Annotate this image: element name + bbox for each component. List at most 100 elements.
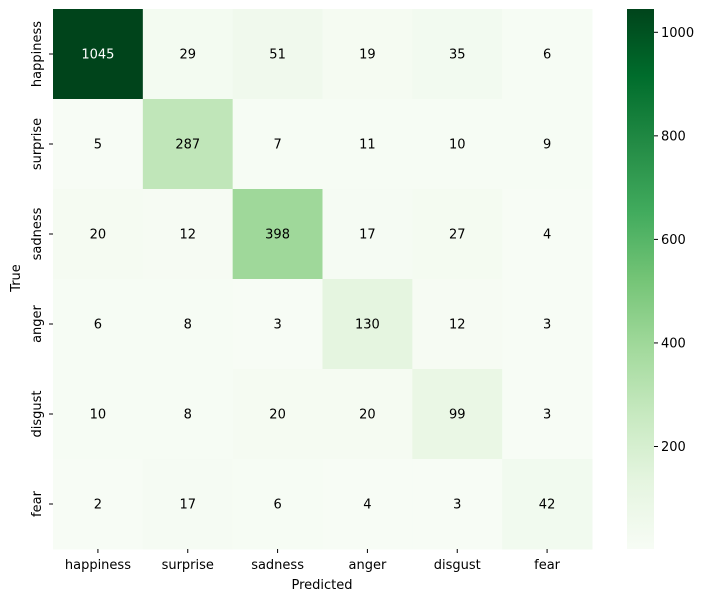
cell-value-label: 3 xyxy=(543,408,551,423)
heatmap-cell xyxy=(502,459,593,550)
colorbar-tick-label: 600 xyxy=(661,233,686,248)
cell-value-label: 20 xyxy=(359,408,376,423)
heatmap-cell xyxy=(412,459,503,550)
heatmap-cell xyxy=(322,279,413,370)
cell-value-label: 11 xyxy=(359,138,376,153)
heatmap-cell xyxy=(232,459,323,550)
heatmap-cell xyxy=(142,189,234,280)
cell-value-label: 2 xyxy=(94,498,102,513)
y-tick-label: disgust xyxy=(30,391,45,438)
heatmap-cell xyxy=(232,99,323,190)
cell-value-label: 17 xyxy=(179,498,196,513)
x-tick-label: surprise xyxy=(162,558,214,573)
heatmap-cell xyxy=(322,459,413,550)
heatmap-cell xyxy=(53,9,144,100)
cell-value-label: 1045 xyxy=(81,48,114,63)
heatmap-cells xyxy=(53,9,593,550)
heatmap-cell xyxy=(322,99,413,190)
heatmap-cell xyxy=(412,9,503,100)
y-tick-label: surprise xyxy=(30,118,45,170)
heatmap-cell xyxy=(53,189,144,280)
colorbar-tick-label: 1000 xyxy=(661,26,694,41)
cell-value-label: 51 xyxy=(269,48,286,63)
x-axis-title: Predicted xyxy=(291,578,352,593)
heatmap-cell xyxy=(53,99,144,190)
heatmap-cell xyxy=(322,189,413,280)
cell-value-label: 6 xyxy=(94,318,102,333)
heatmap-cell xyxy=(232,369,323,460)
colorbar-gradient xyxy=(627,9,654,549)
cell-value-label: 4 xyxy=(363,498,371,513)
y-tick-label: anger xyxy=(30,304,45,342)
heatmap-cell xyxy=(142,459,234,550)
cell-value-label: 9 xyxy=(543,138,551,153)
y-axis: happiness surprise sadness anger disgust fear xyxy=(30,21,53,517)
heatmap-cell xyxy=(502,279,593,370)
heatmap-cell xyxy=(502,369,593,460)
heatmap-cell xyxy=(232,9,323,100)
heatmap-cell xyxy=(502,189,593,280)
x-tick-label: sadness xyxy=(251,558,304,573)
cell-value-label: 8 xyxy=(184,408,192,423)
heatmap-cell xyxy=(502,9,593,100)
cell-value-label: 20 xyxy=(269,408,286,423)
cell-value-label: 27 xyxy=(449,228,466,243)
cell-value-label: 12 xyxy=(179,228,196,243)
colorbar: 200 400 600 800 1000 xyxy=(627,9,694,549)
heatmap-cell xyxy=(142,369,234,460)
cell-value-label: 7 xyxy=(273,138,281,153)
cell-value-label: 20 xyxy=(90,228,107,243)
heatmap-cell xyxy=(322,9,413,100)
heatmap-cell xyxy=(502,99,593,190)
cell-value-label: 99 xyxy=(449,408,466,423)
cell-value-label: 12 xyxy=(449,318,466,333)
y-tick-label: happiness xyxy=(30,21,45,87)
cell-value-label: 6 xyxy=(543,48,551,63)
heatmap-cell xyxy=(53,369,144,460)
cell-value-label: 3 xyxy=(273,318,281,333)
cell-value-label: 287 xyxy=(175,138,200,153)
cell-value-label: 29 xyxy=(179,48,196,63)
heatmap-cell xyxy=(232,189,323,280)
heatmap-cell xyxy=(412,189,503,280)
heatmap-cell xyxy=(142,9,234,100)
x-tick-label: disgust xyxy=(434,558,481,573)
cell-value-label: 4 xyxy=(543,228,551,243)
y-tick-label: fear xyxy=(30,490,45,517)
colorbar-tick-label: 400 xyxy=(661,336,686,351)
cell-value-label: 17 xyxy=(359,228,376,243)
cell-value-labels: 1045 29 51 19 35 6 5 287 7 11 10 9 20 12 398 17 27 4 6 8 3 13… xyxy=(81,48,555,513)
heatmap-cell xyxy=(322,369,413,460)
cell-value-label: 130 xyxy=(355,318,380,333)
heatmap-cell xyxy=(53,459,144,550)
x-axis: happiness surprise sadness anger disgust fear xyxy=(65,549,561,573)
cell-value-label: 3 xyxy=(453,498,461,513)
cell-value-label: 35 xyxy=(449,48,466,63)
heatmap-cell xyxy=(232,279,323,370)
y-axis-title: True xyxy=(9,264,24,293)
cell-value-label: 19 xyxy=(359,48,376,63)
x-tick-label: anger xyxy=(349,558,387,573)
heatmap-cell xyxy=(142,279,234,370)
cell-value-label: 8 xyxy=(184,318,192,333)
cell-value-label: 398 xyxy=(265,228,290,243)
cell-value-label: 3 xyxy=(543,318,551,333)
cell-value-label: 10 xyxy=(449,138,466,153)
heatmap-cell xyxy=(412,279,503,370)
colorbar-ticks: 200 400 600 800 1000 xyxy=(654,26,694,455)
heatmap-cell xyxy=(53,279,144,370)
heatmap-cell xyxy=(142,99,234,190)
cell-value-label: 10 xyxy=(90,408,107,423)
x-tick-label: happiness xyxy=(65,558,131,573)
cell-value-label: 6 xyxy=(273,498,281,513)
colorbar-tick-label: 800 xyxy=(661,129,686,144)
heatmap-cell xyxy=(412,99,503,190)
y-tick-label: sadness xyxy=(30,207,45,260)
cell-value-label: 5 xyxy=(94,138,102,153)
cell-value-label: 42 xyxy=(539,498,556,513)
x-tick-label: fear xyxy=(534,558,561,573)
heatmap-cell xyxy=(412,369,503,460)
colorbar-tick-label: 200 xyxy=(661,440,686,455)
